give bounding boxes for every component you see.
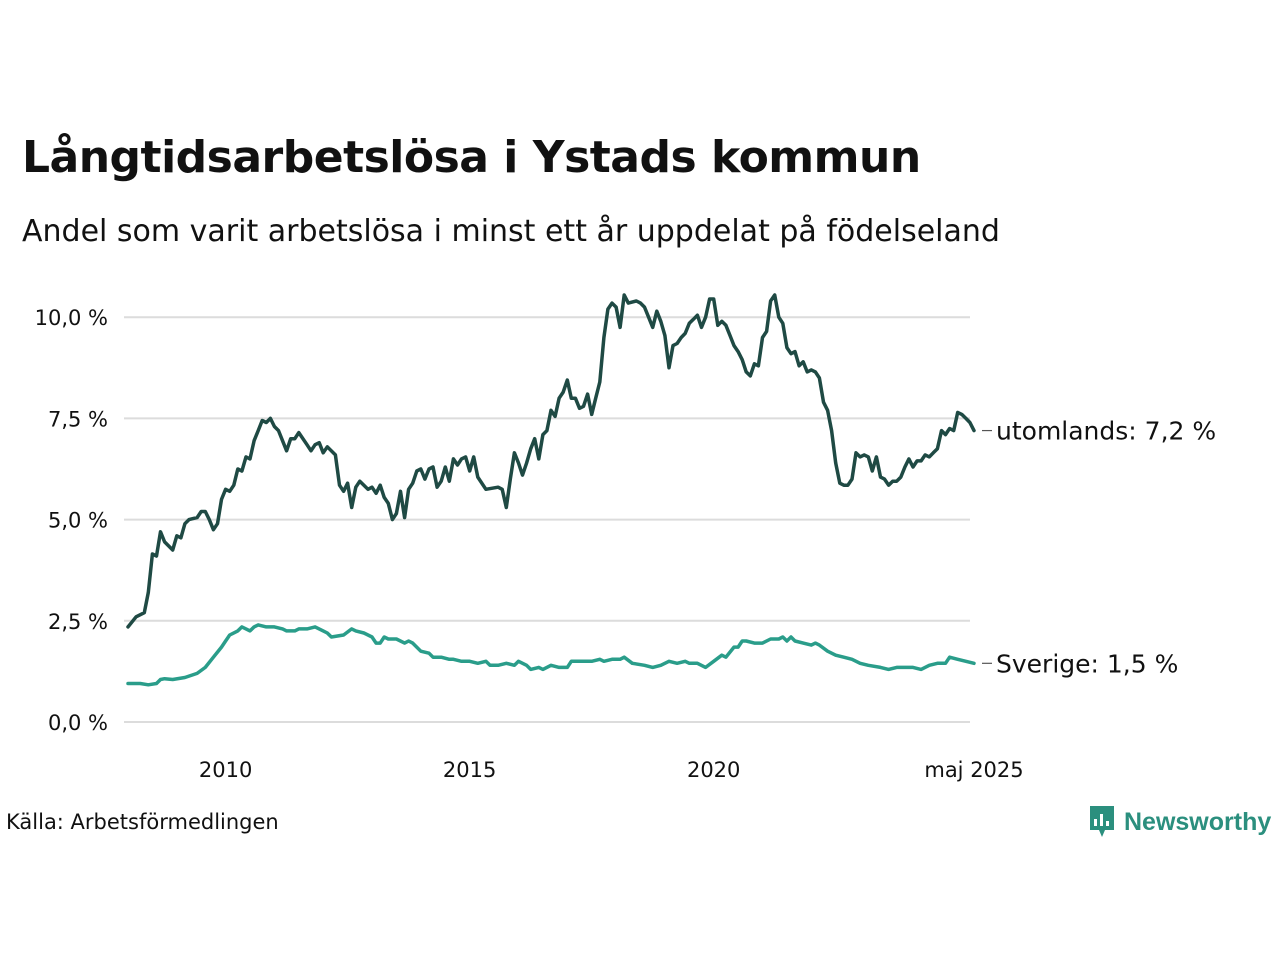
x-tick-label: maj 2025 xyxy=(924,758,1023,782)
chart-title: Långtidsarbetslösa i Ystads kommun xyxy=(22,132,921,183)
y-tick-label: 2,5 % xyxy=(48,610,108,634)
brand-logo[interactable]: Newsworthy xyxy=(1088,804,1271,840)
series-end-labels: utomlands: 7,2 % Sverige: 1,5 % xyxy=(982,417,1216,678)
series-lines xyxy=(126,293,976,687)
newsworthy-logo-icon xyxy=(1090,806,1114,837)
grid-lines xyxy=(124,316,970,723)
y-axis: 0,0 % 2,5 % 5,0 % 7,5 % 10,0 % xyxy=(35,306,108,735)
x-tick-label: 2015 xyxy=(443,758,496,782)
x-axis: 2010 2015 2020 maj 2025 xyxy=(199,758,1024,782)
y-tick-label: 10,0 % xyxy=(35,306,108,330)
series-line-utomlands xyxy=(126,293,976,629)
end-label-sverige: Sverige: 1,5 % xyxy=(996,649,1178,678)
brand-name: Newsworthy xyxy=(1124,807,1272,836)
y-tick-label: 7,5 % xyxy=(48,407,108,431)
x-tick-label: 2020 xyxy=(687,758,740,782)
source-note: Källa: Arbetsförmedlingen xyxy=(6,810,279,834)
chart-subtitle: Andel som varit arbetslösa i minst ett å… xyxy=(22,214,1000,249)
series-line-sverige xyxy=(126,623,976,687)
x-tick-label: 2010 xyxy=(199,758,252,782)
y-tick-label: 5,0 % xyxy=(48,509,108,533)
end-label-utomlands: utomlands: 7,2 % xyxy=(996,417,1216,446)
y-tick-label: 0,0 % xyxy=(48,711,108,735)
